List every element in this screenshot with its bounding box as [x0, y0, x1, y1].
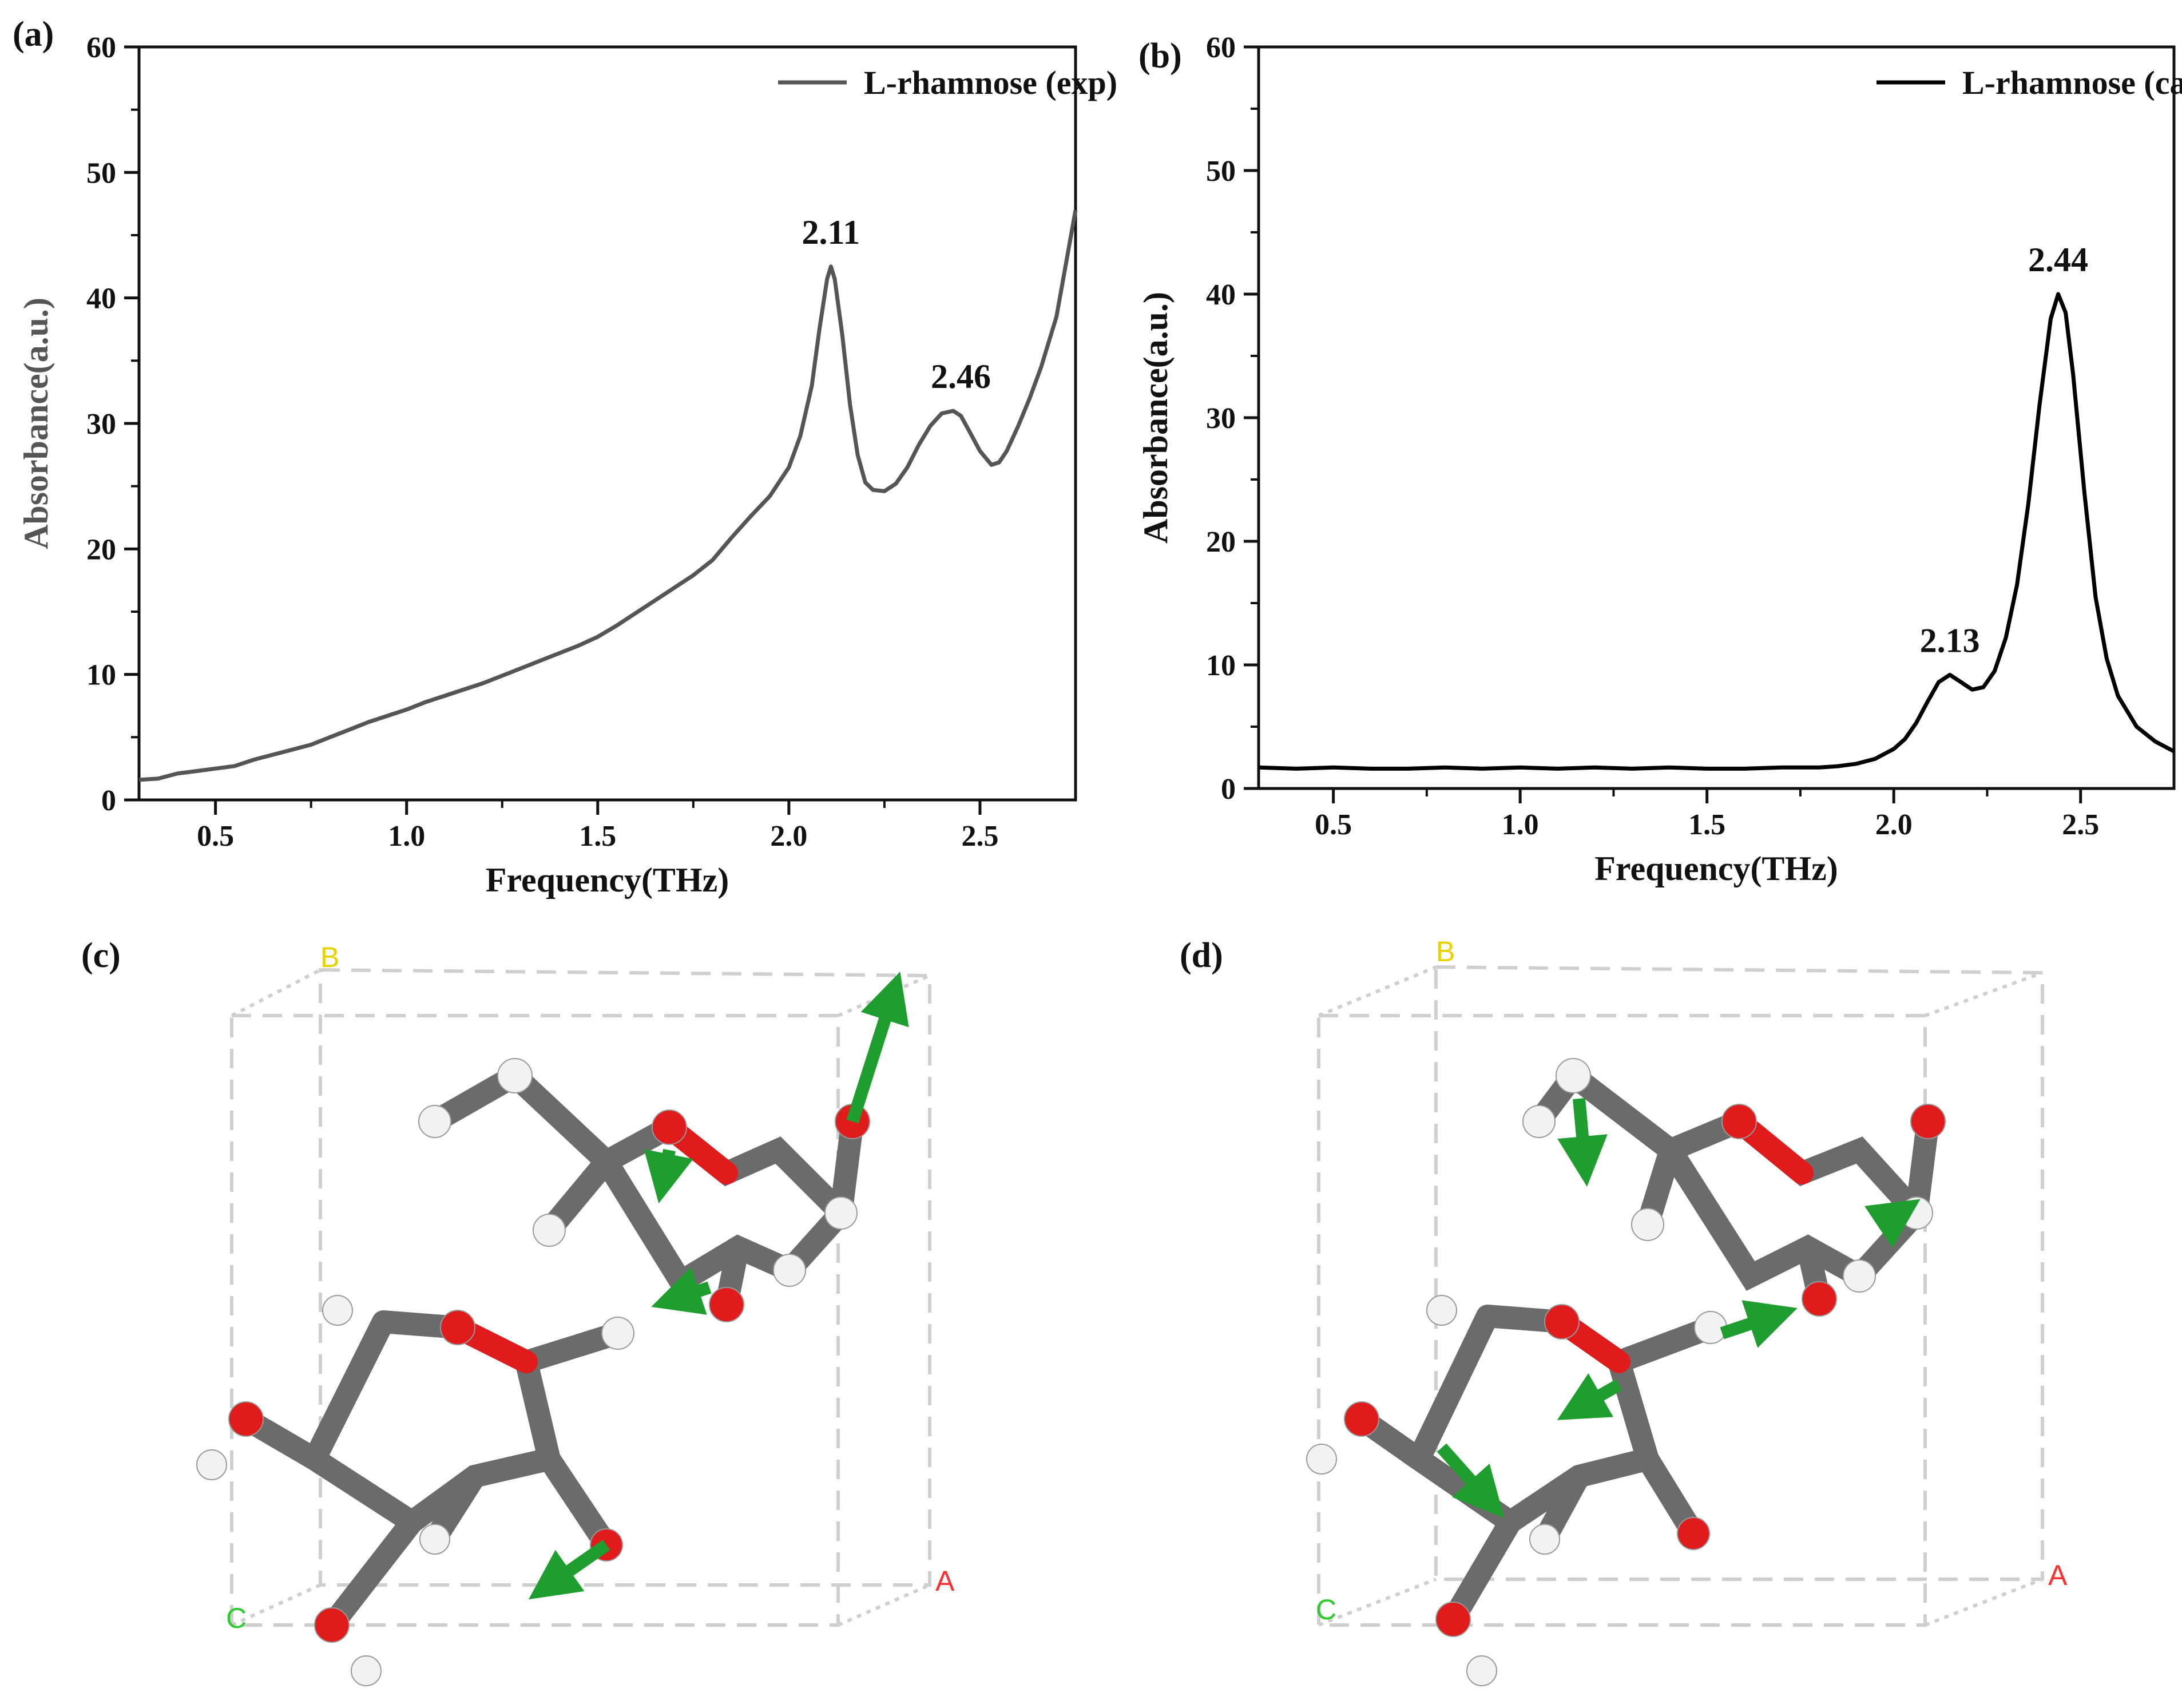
legend-a: L-rhamnose (exp) [778, 64, 1117, 101]
y-tick-label-a: 60 [86, 31, 116, 64]
x-tick-label-b: 1.5 [1688, 809, 1725, 841]
y-axis-title-a: Absorbance(a.u.) [17, 298, 55, 549]
legend-label-cal: L-rhamnose (cal) [1962, 64, 2182, 101]
panel-label-d: (d) [1180, 936, 1223, 975]
series-line-exp [138, 209, 1078, 782]
x-tick-label-a: 0.5 [197, 820, 234, 853]
y-tick-label-b: 60 [1206, 31, 1236, 64]
molecule-panel-d: (d) B A C [1180, 936, 2068, 1686]
chart-panel-b: (b) 0 10 20 30 40 50 60 0.5 1.0 1.5 2.0 2.5 L-rham… [1137, 31, 2182, 887]
unit-cell-d [1317, 965, 2044, 1627]
series-line-cal [1258, 292, 2175, 771]
atoms-d [1306, 1058, 1946, 1686]
x-axis-title-a: Frequency(THz) [486, 861, 729, 899]
legend-label-exp: L-rhamnose (exp) [864, 64, 1117, 101]
vibration-arrows-c [528, 972, 909, 1600]
y-tick-label-a: 20 [86, 533, 116, 566]
peak-label-2-13: 2.13 [1920, 621, 1980, 659]
y-tick-label-b: 40 [1206, 279, 1236, 311]
chart-panel-a: (a) 0 10 20 30 40 50 60 0.5 1.0 1.5 2.0 2.5 L-rham… [13, 15, 1117, 899]
cell-axis-c-d: C [1316, 1594, 1336, 1626]
y-axis-title-b: Absorbance(a.u.) [1137, 292, 1175, 544]
y-tick-label-b: 10 [1206, 649, 1236, 682]
molecule-panel-c: (c) B A C [81, 936, 955, 1686]
x-tick-label-a: 2.0 [770, 820, 807, 853]
cell-axis-a-c: A [935, 1565, 955, 1597]
y-tick-label-a: 40 [86, 283, 116, 315]
molecule-bonds-d [1350, 1064, 1939, 1631]
y-tick-label-b: 50 [1206, 155, 1236, 188]
panel-label-c: (c) [81, 936, 121, 975]
cell-axis-c-c: C [226, 1602, 247, 1634]
x-axis-title-b: Frequency(THz) [1594, 850, 1838, 887]
y-tick-label-b: 0 [1221, 773, 1236, 806]
molecule-bonds-c [235, 1064, 864, 1636]
y-tick-label-a: 0 [101, 784, 116, 817]
cell-axis-a-d: A [2048, 1559, 2068, 1591]
x-tick-label-b: 1.0 [1502, 809, 1539, 841]
y-tick-label-a: 30 [86, 408, 116, 441]
peak-label-2-46: 2.46 [931, 358, 991, 395]
legend-b: L-rhamnose (cal) [1876, 64, 2182, 101]
panel-label-a: (a) [13, 15, 54, 54]
peak-label-2-44: 2.44 [2028, 241, 2088, 279]
x-tick-label-b: 0.5 [1315, 809, 1352, 841]
y-tick-label-b: 30 [1206, 402, 1236, 435]
x-tick-label-b: 2.5 [2062, 809, 2099, 841]
cell-axis-b-c: B [320, 941, 339, 973]
vibration-arrows-d [1437, 1098, 1921, 1518]
x-tick-label-a: 1.5 [579, 820, 616, 853]
y-tick-label-a: 50 [86, 157, 116, 189]
x-tick-label-a: 2.5 [961, 820, 998, 853]
y-tick-label-a: 10 [86, 659, 116, 692]
y-tick-label-b: 20 [1206, 526, 1236, 558]
x-tick-label-b: 2.0 [1875, 809, 1913, 841]
peak-label-2-11: 2.11 [802, 213, 860, 251]
panel-label-b: (b) [1138, 37, 1182, 76]
x-tick-label-a: 1.0 [388, 820, 425, 853]
cell-axis-b-d: B [1436, 936, 1455, 968]
